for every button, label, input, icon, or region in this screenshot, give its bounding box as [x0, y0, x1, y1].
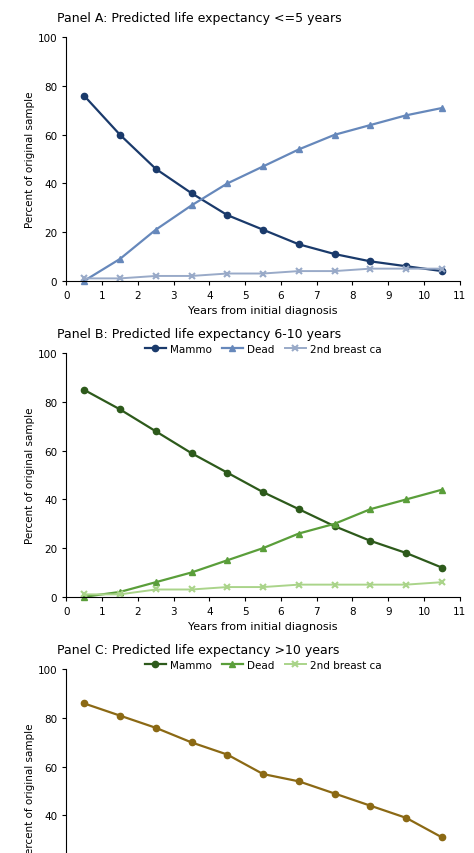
- X-axis label: Years from initial diagnosis: Years from initial diagnosis: [188, 306, 338, 316]
- Text: Panel B: Predicted life expectancy 6-10 years: Panel B: Predicted life expectancy 6-10 …: [57, 328, 341, 340]
- Text: Panel A: Predicted life expectancy <=5 years: Panel A: Predicted life expectancy <=5 y…: [57, 12, 341, 26]
- Text: Panel C: Predicted life expectancy >10 years: Panel C: Predicted life expectancy >10 y…: [57, 643, 339, 656]
- Legend: Mammo, Dead, 2nd breast ca: Mammo, Dead, 2nd breast ca: [141, 340, 385, 358]
- X-axis label: Years from initial diagnosis: Years from initial diagnosis: [188, 622, 338, 631]
- Y-axis label: Percent of original sample: Percent of original sample: [25, 408, 35, 543]
- Legend: Mammo, Dead, 2nd breast ca: Mammo, Dead, 2nd breast ca: [141, 656, 385, 674]
- Y-axis label: Percent of original sample: Percent of original sample: [25, 92, 35, 228]
- Y-axis label: Percent of original sample: Percent of original sample: [25, 723, 35, 853]
